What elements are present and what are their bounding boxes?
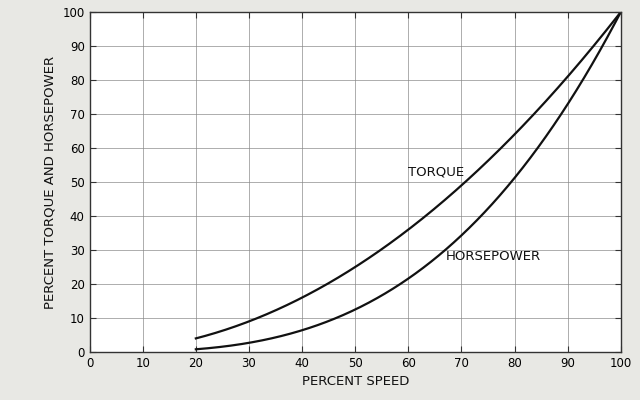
Text: HORSEPOWER: HORSEPOWER xyxy=(445,250,541,263)
X-axis label: PERCENT SPEED: PERCENT SPEED xyxy=(301,376,409,388)
Text: TORQUE: TORQUE xyxy=(408,165,465,178)
Y-axis label: PERCENT TORQUE AND HORSEPOWER: PERCENT TORQUE AND HORSEPOWER xyxy=(44,56,57,308)
